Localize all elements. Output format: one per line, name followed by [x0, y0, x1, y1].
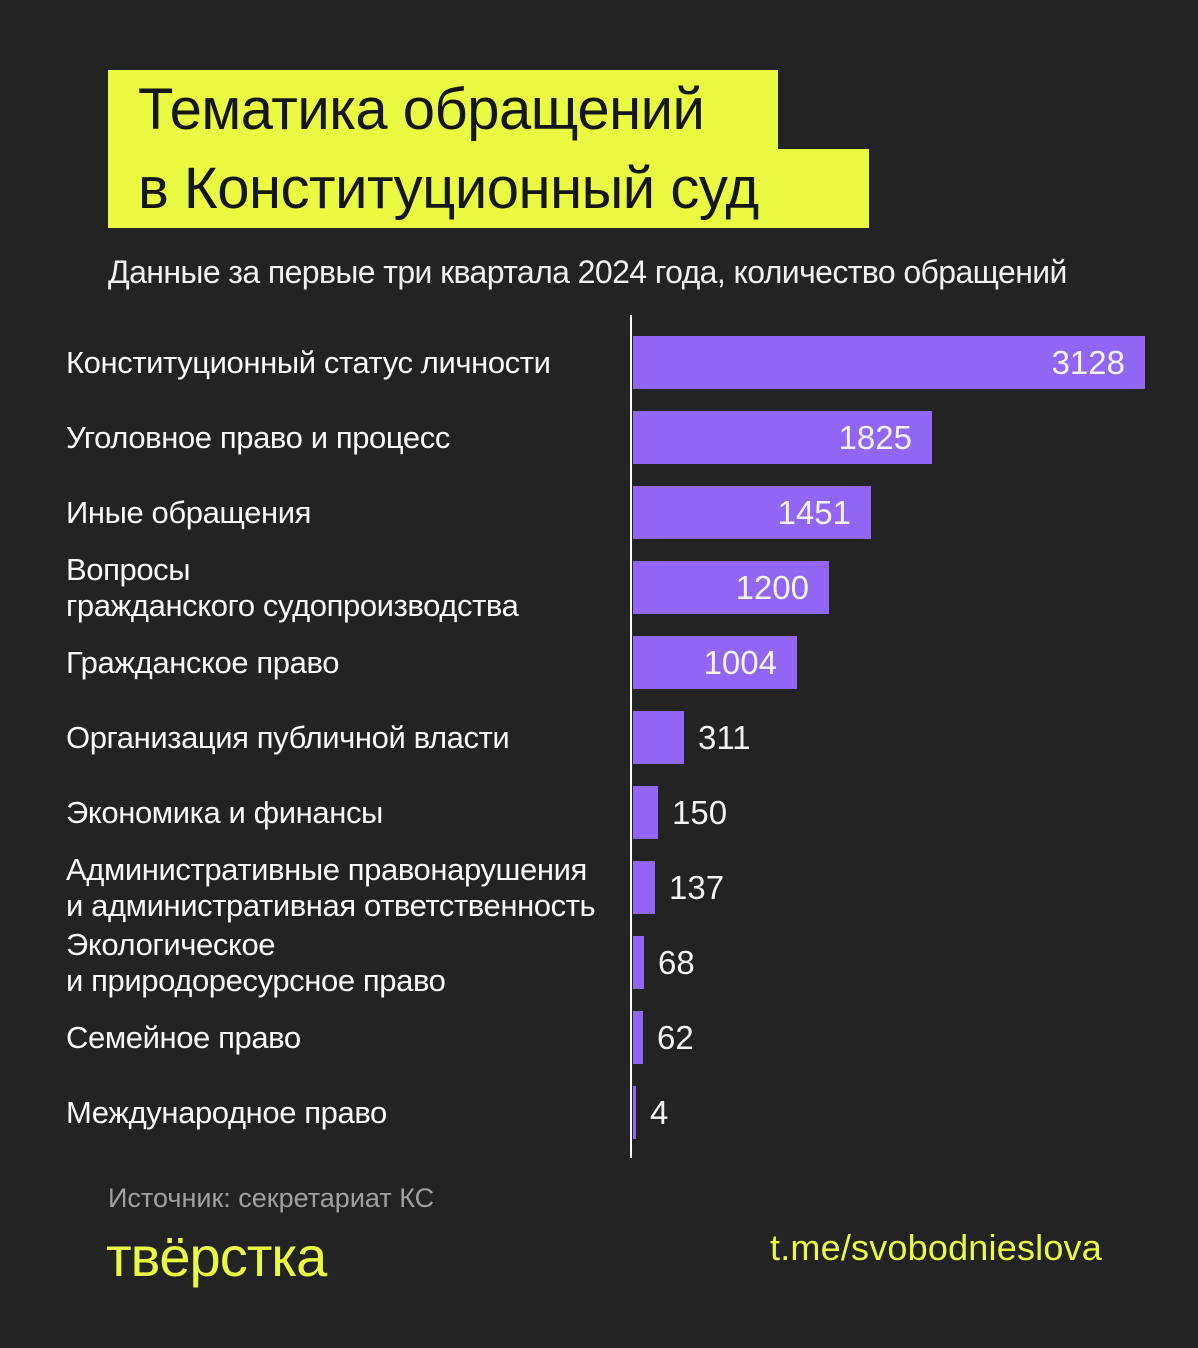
- bar: [633, 1086, 636, 1139]
- telegram-link[interactable]: t.me/svobodnieslova: [770, 1227, 1102, 1268]
- page-title: Тематика обращений в Конституционный суд: [108, 70, 869, 228]
- bar: [633, 711, 684, 764]
- bar-value: 1825: [838, 418, 912, 456]
- category-label: Экологическое и природоресурсное право: [66, 926, 446, 998]
- bar: [633, 1011, 643, 1064]
- verstka-logo: твёрстка: [106, 1225, 327, 1288]
- bar-value: 68: [658, 944, 695, 981]
- chart-row: Экологическое и природоресурсное право 68: [0, 926, 1198, 998]
- bar-value: 150: [672, 794, 728, 831]
- chart-row: Международное право 4: [0, 1086, 1198, 1139]
- category-label: Гражданское право: [66, 644, 340, 680]
- chart-row: Семейное право 62: [0, 1011, 1198, 1064]
- category-label: Организация публичной власти: [66, 719, 510, 755]
- category-label: Иные обращения: [66, 494, 312, 530]
- chart-row: Организация публичной власти 311: [0, 711, 1198, 764]
- category-label: Вопросы гражданского судопроизводства: [66, 551, 519, 623]
- chart-row: Уголовное право и процесс 1825: [0, 411, 1198, 464]
- bar-value: 4: [650, 1094, 669, 1131]
- bar: [633, 936, 644, 989]
- chart-axis-line: [630, 315, 632, 1158]
- category-label: Семейное право: [66, 1019, 301, 1055]
- bar: 1004: [633, 636, 797, 689]
- chart-row: Конституционный статус личности 3128: [0, 336, 1198, 389]
- bar: 1451: [633, 486, 871, 539]
- category-label: Уголовное право и процесс: [66, 419, 450, 455]
- bar-value: 137: [669, 869, 725, 906]
- bar-value: 3128: [1051, 343, 1125, 381]
- page-title-line-1: Тематика обращений: [108, 70, 778, 149]
- category-label: Административные правонарушения и админи…: [66, 851, 596, 923]
- bar: [633, 786, 658, 839]
- chart-row: Административные правонарушения и админи…: [0, 851, 1198, 923]
- bar-value: 1451: [777, 493, 851, 531]
- category-label: Международное право: [66, 1094, 387, 1130]
- bar-value: 1200: [735, 568, 809, 606]
- chart-subtitle: Данные за первые три квартала 2024 года,…: [108, 254, 1067, 290]
- bar-value: 62: [657, 1019, 694, 1056]
- bar: 1825: [633, 411, 932, 464]
- source-note: Источник: секретариат КС: [108, 1183, 435, 1213]
- bar: [633, 861, 655, 914]
- bar-value: 1004: [703, 643, 777, 681]
- bar: 1200: [633, 561, 829, 614]
- category-label: Конституционный статус личности: [66, 344, 551, 380]
- chart-row: Вопросы гражданского судопроизводства 120…: [0, 551, 1198, 623]
- chart-row: Гражданское право 1004: [0, 636, 1198, 689]
- chart-row: Иные обращения 1451: [0, 486, 1198, 539]
- bar-value: 311: [698, 719, 751, 756]
- page-title-line-2: в Конституционный суд: [108, 149, 869, 228]
- chart-row: Экономика и финансы 150: [0, 786, 1198, 839]
- bar: 3128: [633, 336, 1145, 389]
- category-label: Экономика и финансы: [66, 794, 383, 830]
